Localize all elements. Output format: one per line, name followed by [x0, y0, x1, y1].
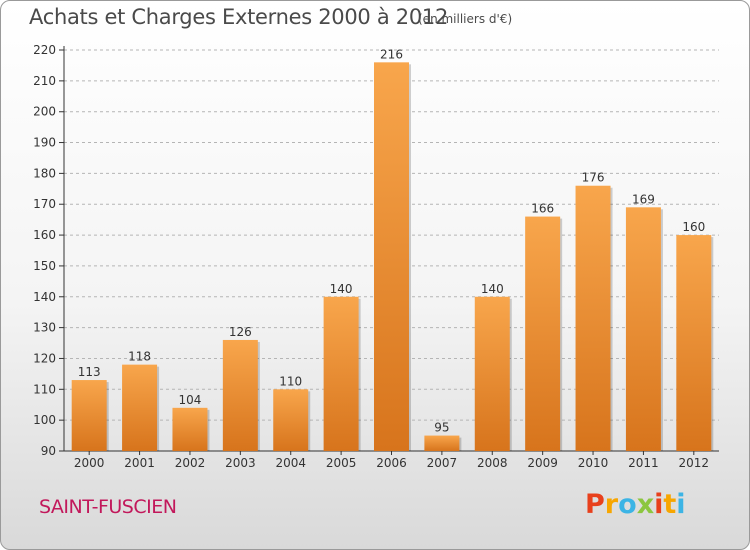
data-label: 160 [682, 220, 705, 234]
bar [172, 407, 208, 451]
y-tick-label: 110 [33, 382, 56, 396]
logo-letter: r [604, 489, 619, 520]
y-tick-label: 190 [33, 136, 56, 150]
logo-letter: x [636, 489, 655, 520]
chart-title: Achats et Charges Externes 2000 à 2012 [29, 5, 449, 29]
y-tick-label: 150 [33, 259, 56, 273]
x-tick-label: 2003 [225, 456, 256, 470]
bar [474, 296, 510, 451]
x-tick-label: 2008 [477, 456, 508, 470]
y-tick-label: 140 [33, 290, 56, 304]
data-label: 113 [78, 365, 101, 379]
y-tick-label: 160 [33, 228, 56, 242]
y-tick-label: 120 [33, 351, 56, 365]
chart-unit: (en milliers d'€) [418, 12, 513, 26]
x-tick-label: 2001 [124, 456, 155, 470]
y-tick-label: 210 [33, 74, 56, 88]
x-tick-label: 2010 [578, 456, 609, 470]
x-tick-label: 2000 [74, 456, 105, 470]
y-tick-label: 130 [33, 321, 56, 335]
logo-letter: i [676, 489, 686, 520]
logo-letter: o [618, 489, 637, 520]
logo-letter: P [585, 489, 605, 520]
data-label: 140 [481, 282, 504, 296]
data-label: 118 [128, 350, 151, 364]
x-tick-label: 2011 [628, 456, 659, 470]
data-label: 95 [434, 421, 449, 435]
x-tick-label: 2004 [275, 456, 306, 470]
data-label: 104 [179, 393, 202, 407]
bar [575, 185, 611, 451]
place-name: SAINT-FUSCIEN [39, 496, 177, 518]
x-tick-label: 2012 [679, 456, 710, 470]
y-tick-label: 180 [33, 166, 56, 180]
bar [374, 62, 409, 451]
bar [273, 389, 309, 451]
y-tick-label: 90 [41, 444, 56, 458]
y-tick-label: 170 [33, 197, 56, 211]
y-tick-label: 200 [33, 105, 56, 119]
x-tick-label: 2009 [527, 456, 558, 470]
x-tick-label: 2002 [175, 456, 206, 470]
x-tick-label: 2006 [376, 456, 407, 470]
data-label: 126 [229, 325, 252, 339]
bar [323, 296, 359, 451]
data-label: 166 [531, 202, 554, 216]
data-label: 169 [632, 192, 655, 206]
x-tick-label: 2007 [427, 456, 458, 470]
x-tick-label: 2005 [326, 456, 357, 470]
bar [676, 235, 712, 451]
data-label: 176 [582, 171, 605, 185]
bar [71, 380, 107, 451]
bar [122, 364, 158, 451]
proxiti-logo: Proxiti [585, 489, 686, 520]
data-label: 140 [330, 282, 353, 296]
y-tick-label: 100 [33, 413, 56, 427]
logo-letter: i [654, 489, 664, 520]
bar [625, 207, 661, 451]
data-label: 216 [380, 47, 403, 61]
data-label: 110 [279, 374, 302, 388]
logo-letter: t [663, 489, 677, 520]
y-tick-label: 220 [33, 43, 56, 57]
bar [222, 339, 258, 451]
bar [424, 435, 460, 451]
bar [525, 216, 561, 451]
